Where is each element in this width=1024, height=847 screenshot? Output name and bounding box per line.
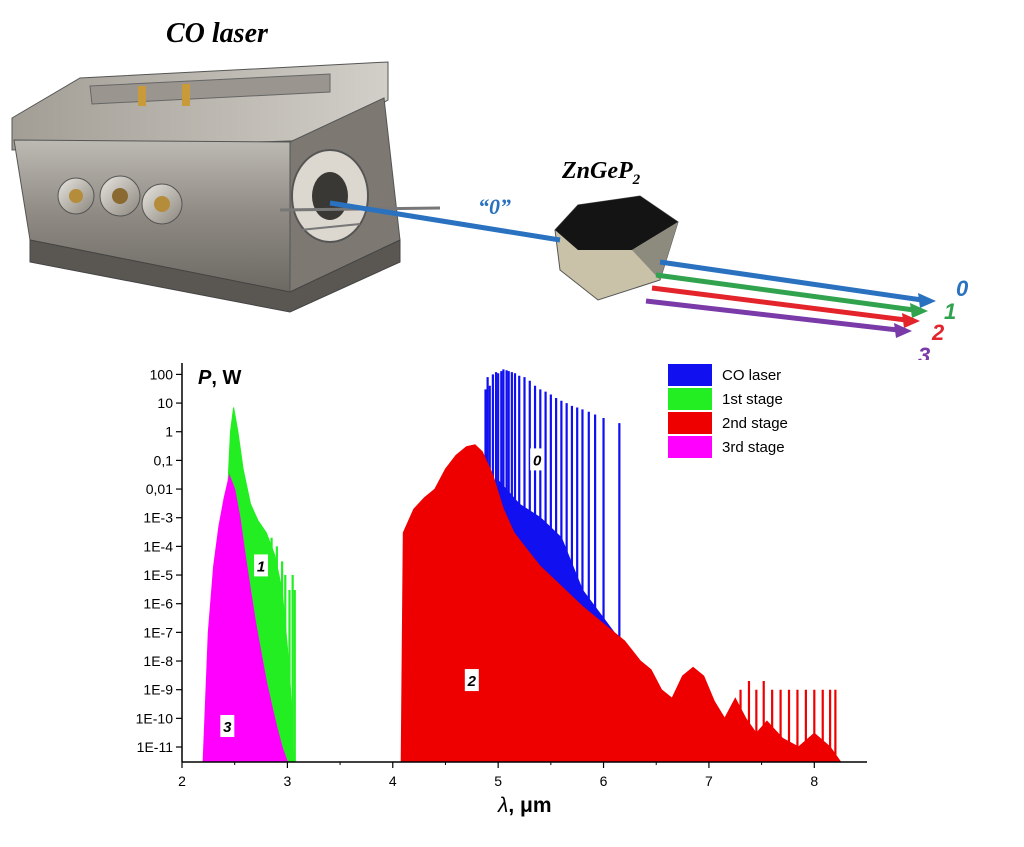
input-beam-label: “0” bbox=[478, 194, 511, 219]
y-tick-label: 0,1 bbox=[154, 452, 174, 468]
y-axis-label: P, W bbox=[198, 367, 241, 389]
axes: 2 3 4 5 6 7 81001010,10,011E-31E-41E-51E-61E-7… bbox=[136, 363, 867, 789]
series-area-3rd-stage bbox=[202, 473, 289, 763]
y-tick-label: 0,01 bbox=[146, 481, 173, 497]
y-tick-label: 1E-6 bbox=[143, 596, 173, 612]
curve-label-bg-3rd-stage bbox=[220, 714, 235, 737]
curve-label-bg-1st-stage bbox=[254, 554, 269, 577]
output-beam-label-1: 1 bbox=[944, 299, 956, 324]
y-tick-label: 1E-9 bbox=[143, 682, 173, 698]
curve-label-bg-co-laser bbox=[530, 448, 545, 471]
y-tick-label: 1E-8 bbox=[143, 653, 173, 669]
y-tick-label: 1E-5 bbox=[143, 567, 173, 583]
crystal-label-subscript: 2 bbox=[632, 171, 641, 188]
x-tick-label-2: 2 bbox=[178, 773, 186, 789]
y-tick-label: 1 bbox=[165, 424, 173, 440]
output-beam-arrowhead-0 bbox=[918, 293, 936, 308]
output-beam-0 bbox=[659, 259, 923, 303]
output-beam-1 bbox=[655, 272, 915, 313]
y-axis-symbol: P bbox=[198, 367, 212, 389]
x-axis-unit: , μm bbox=[508, 794, 551, 817]
y-tick-label: 1E-11 bbox=[137, 739, 174, 755]
output-beam-label-2: 2 bbox=[931, 320, 945, 345]
crystal-label-text: ZnGeP bbox=[562, 158, 633, 184]
crystal-label: ZnGeP2 bbox=[562, 158, 640, 189]
legend-label-3rd-stage: 3rd stage bbox=[722, 439, 785, 456]
output-beam-arrowhead-2 bbox=[902, 313, 920, 328]
curve-label-3rd-stage: 3 bbox=[223, 719, 232, 736]
legend: CO laser 1st stage 2nd stage 3rd stage bbox=[668, 364, 788, 458]
curve-label-bg-2nd-stage bbox=[464, 669, 479, 692]
output-beam-arrowhead-3 bbox=[894, 323, 912, 338]
x-tick-label-6: 6 bbox=[600, 773, 608, 789]
plot-area: 0 1 2 3 bbox=[202, 369, 842, 763]
output-beam-label-0: 0 bbox=[956, 276, 969, 301]
legend-label-2nd-stage: 2nd stage bbox=[722, 415, 788, 432]
series-area-2nd-stage bbox=[400, 444, 842, 763]
curve-label-2nd-stage: 2 bbox=[467, 673, 477, 690]
y-tick-label: 1E-10 bbox=[136, 710, 174, 726]
y-tick-label: 100 bbox=[150, 366, 174, 382]
output-beam-label-3: 3 bbox=[918, 343, 930, 360]
x-tick-label-5: 5 bbox=[494, 773, 502, 789]
input-beam bbox=[329, 200, 561, 243]
legend-swatch-2nd-stage bbox=[668, 412, 712, 434]
y-axis-unit: , W bbox=[211, 367, 241, 389]
legend-swatch-3rd-stage bbox=[668, 436, 712, 458]
co-laser-label: CO laser bbox=[166, 18, 268, 49]
x-tick-label-7: 7 bbox=[705, 773, 713, 789]
legend-label-co-laser: CO laser bbox=[722, 367, 781, 384]
curve-label-co-laser: 0 bbox=[533, 452, 542, 469]
curve-label-1st-stage: 1 bbox=[257, 558, 265, 575]
y-tick-label: 1E-4 bbox=[143, 538, 173, 554]
x-axis-symbol: λ bbox=[497, 794, 508, 817]
y-tick-label: 1E-7 bbox=[143, 624, 173, 640]
x-tick-label-4: 4 bbox=[389, 773, 397, 789]
output-beam-3 bbox=[645, 298, 899, 333]
legend-label-1st-stage: 1st stage bbox=[722, 391, 783, 408]
x-axis-label: λ, μm bbox=[497, 794, 552, 817]
x-tick-label-8: 8 bbox=[810, 773, 818, 789]
legend-swatch-1st-stage bbox=[668, 388, 712, 410]
output-beam-arrowhead-1 bbox=[910, 303, 928, 318]
y-tick-label: 1E-3 bbox=[143, 510, 173, 526]
y-tick-label: 10 bbox=[157, 395, 173, 411]
output-beam-2 bbox=[651, 285, 907, 323]
x-tick-label-3: 3 bbox=[283, 773, 291, 789]
co-laser-device bbox=[11, 61, 441, 313]
zngep2-crystal bbox=[554, 195, 679, 301]
legend-swatch-co-laser bbox=[668, 364, 712, 386]
